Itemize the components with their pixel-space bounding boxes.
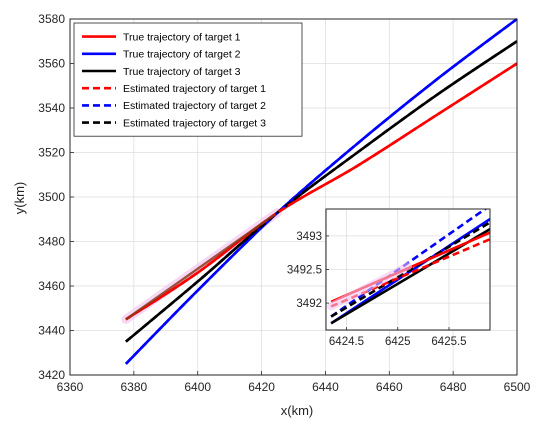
series-line-6: [125, 40, 518, 343]
legend-label-5: Estimated trajectory of target 2: [123, 100, 266, 112]
x-tick-label: 6480: [440, 380, 467, 394]
inset-y-tick-label: 3493: [296, 231, 322, 243]
x-tick-label: 6460: [376, 380, 403, 394]
x-tick-label: 6360: [57, 380, 84, 394]
x-tick-label: 6420: [248, 380, 275, 394]
y-tick-label: 3560: [38, 57, 65, 71]
legend-label-4: Estimated trajectory of target 1: [123, 83, 266, 95]
overlap-segment: [125, 213, 276, 321]
ticks: 6360 6380 6400 6420 6440 6460 6480 6500 3420 3440…: [38, 12, 530, 394]
inset-y-tick-label: 3492.5: [287, 265, 322, 277]
y-tick-label: 3500: [38, 190, 65, 204]
series-line-5: [124, 17, 518, 365]
x-tick-label: 6380: [121, 380, 148, 394]
inset-ticks: 6424.5 6425 6425.5 3492 3492.5 3493: [287, 231, 467, 348]
legend-box: [73, 22, 303, 137]
inset-line-3: [330, 221, 490, 318]
inset-spread-band: [327, 262, 412, 311]
inset-x-tick-label: 6425: [385, 336, 411, 348]
inset-x-tick-label: 6425.5: [431, 336, 466, 348]
y-tick-label: 3420: [38, 368, 65, 382]
legend-label-6: Estimated trajectory of target 3: [123, 117, 266, 129]
x-tick-label: 6500: [504, 380, 531, 394]
series-group: [121, 17, 518, 365]
y-tick-label: 3580: [38, 12, 65, 26]
y-tick-label: 3540: [38, 101, 65, 115]
y-tick-label: 3480: [38, 235, 65, 249]
y-tick-label: 3440: [38, 324, 65, 338]
inset-x-tick-label: 6424.5: [329, 336, 364, 348]
legend: True trajectory of target 1 True trajecto…: [73, 22, 303, 137]
legend-label-3: True trajectory of target 3: [123, 66, 241, 78]
inset-y-tick-label: 3492: [296, 298, 322, 310]
x-tick-label: 6400: [184, 380, 211, 394]
y-axis-title: y(km): [12, 182, 27, 215]
inset-line-2: [330, 217, 490, 325]
inset-zoom: 6424.5 6425 6425.5 3492 3492.5 3493: [287, 208, 491, 348]
series-line-4: [125, 62, 518, 321]
legend-label-1: True trajectory of target 1: [123, 31, 241, 43]
y-tick-label: 3520: [38, 146, 65, 160]
legend-label-2: True trajectory of target 2: [123, 49, 241, 61]
y-tick-label: 3460: [38, 279, 65, 293]
inset-lines: [327, 209, 490, 325]
x-tick-label: 6440: [312, 380, 339, 394]
x-axis-title: x(km): [281, 403, 314, 418]
